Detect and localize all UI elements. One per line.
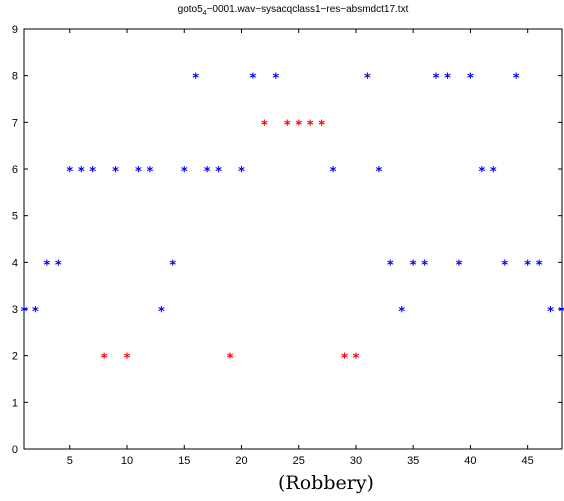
data-point: * [21,305,28,320]
data-point: * [147,165,154,180]
data-point: * [192,72,199,87]
data-point: * [261,118,268,133]
y-tick-label: 9 [12,24,18,36]
y-tick-label: 7 [12,117,18,129]
data-point: * [124,352,131,367]
data-point: * [536,258,543,273]
data-point: * [204,165,211,180]
data-point: * [89,165,96,180]
y-tick-label: 6 [12,164,18,176]
data-point: * [444,72,451,87]
chart-title-main: goto5 [178,4,203,15]
data-point: * [295,118,302,133]
data-point: * [238,165,245,180]
x-axis-label: (Robbery) [278,472,374,494]
data-point: * [501,258,508,273]
x-tick-label: 30 [350,455,362,467]
x-tick-label: 5 [67,455,73,467]
data-point: * [307,118,314,133]
data-point: * [135,165,142,180]
data-point: * [353,352,360,367]
x-axis: 5 10 15 20 25 30 35 40 45 [67,29,534,467]
data-point: * [78,165,85,180]
data-point: * [158,305,165,320]
data-point: * [43,258,50,273]
y-axis: 0 1 2 3 4 5 6 7 8 9 [12,24,562,456]
data-point: * [169,258,176,273]
x-tick-label: 10 [121,455,133,467]
data-point: * [272,72,279,87]
y-tick-label: 8 [12,71,18,83]
chart-title-subscript: 4 [203,10,207,17]
data-point: * [433,72,440,87]
x-tick-label: 40 [464,455,476,467]
data-point: * [547,305,554,320]
chart-title-rest: −0001.wav−sysacqclass1−res−absmdct17.txt [207,4,409,15]
data-point: * [32,305,39,320]
data-point: * [341,352,348,367]
x-tick-label: 20 [235,455,247,467]
y-tick-label: 4 [12,257,18,269]
data-point: * [410,258,417,273]
data-point: * [101,352,108,367]
data-point: * [364,72,371,87]
x-tick-label: 45 [522,455,534,467]
data-point: * [456,258,463,273]
data-points: * * * * * * * * * * * * * * * * * * * * * * * * * * * * * * * * * * * * * * * *… [21,72,564,367]
data-point: * [559,305,564,320]
data-point: * [181,165,188,180]
x-tick-label: 25 [293,455,305,467]
x-tick-label: 35 [407,455,419,467]
y-tick-label: 1 [12,397,18,409]
data-point: * [387,258,394,273]
data-point: * [375,165,382,180]
data-point: * [421,258,428,273]
y-tick-label: 0 [12,444,18,456]
data-point: * [318,118,325,133]
data-point: * [513,72,520,87]
data-point: * [250,72,257,87]
chart-title: goto54−0001.wav−sysacqclass1−res−absmdct… [178,4,409,17]
data-point: * [227,352,234,367]
data-point: * [490,165,497,180]
data-point: * [478,165,485,180]
data-point: * [330,165,337,180]
data-point: * [112,165,119,180]
data-point: * [66,165,73,180]
data-point: * [398,305,405,320]
plot-area-frame [23,28,563,450]
data-point: * [467,72,474,87]
data-point: * [55,258,62,273]
data-point: * [284,118,291,133]
x-tick-label: 15 [178,455,190,467]
y-tick-label: 5 [12,211,18,223]
y-tick-label: 2 [12,351,18,363]
y-tick-label: 3 [12,304,18,316]
data-point: * [215,165,222,180]
data-point: * [524,258,531,273]
